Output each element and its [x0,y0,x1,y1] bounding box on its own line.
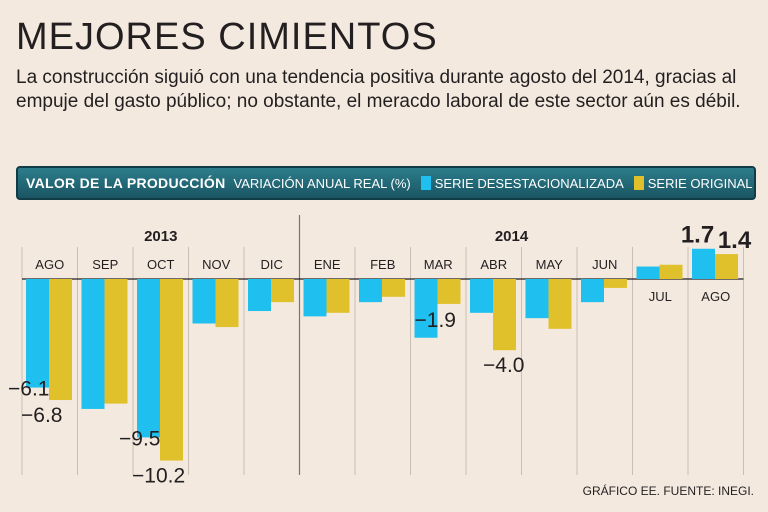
banner-subtitle: VARIACIÓN ANUAL REAL (%) [233,175,411,191]
legend-blue-swatch-icon [420,176,431,190]
bar-mar-desestacionalizada [414,279,438,338]
category-label: NOV [202,257,231,272]
data-label: −6.1 [8,378,49,401]
bar-ene-desestacionalizada [303,279,327,317]
bar-ago-original [715,254,738,279]
bar-dic-desestacionalizada [248,279,271,312]
bar-nov-original [215,279,239,328]
year-label-2013: 2013 [144,228,177,245]
bar-ago-desestacionalizada [26,279,49,388]
bar-oct-original [160,279,183,461]
bar-jul-desestacionalizada [636,266,660,279]
bar-ago-original [49,279,72,401]
chart-banner: VALOR DE LA PRODUCCIÓN VARIACIÓN ANUAL R… [16,166,756,200]
data-label: −1.9 [415,309,456,332]
banner-main-title: VALOR DE LA PRODUCCIÓN [26,175,226,191]
category-label: FEB [370,257,395,272]
bar-jun-original [604,279,627,288]
bar-chart: 2013 2014 AGO SEP OCT NOV DIC ENE FEB MAR ABR MAY JU… [8,215,752,488]
bar-mar-original [437,279,461,304]
bar-oct-desestacionalizada [137,279,160,438]
category-label: MAR [424,257,453,272]
legend-gold-swatch-icon [633,176,644,190]
category-label: AGO [701,289,730,304]
bar-jun-desestacionalizada [581,279,604,303]
year-label-2014: 2014 [495,228,529,245]
bar-ene-original [326,279,350,313]
data-label: −4.0 [483,354,524,377]
legend-label-original: SERIE ORIGINAL [647,175,753,191]
category-label: ABR [480,257,507,272]
data-label: −6.8 [21,404,62,427]
bar-ago-desestacionalizada [692,248,715,279]
bar-may-original [548,279,572,329]
category-label: AGO [35,257,64,272]
chart-subtitle: La construcción siguió con una tendencia… [16,67,741,112]
chart-title: MEJORES CIMIENTOS [16,16,438,58]
bar-sep-original [104,279,128,404]
category-label: OCT [147,257,175,272]
legend-label-desestacionalizada: SERIE DESESTACIONALIZADA [434,175,624,191]
data-label: −10.2 [132,465,185,488]
category-label: JUN [592,257,617,272]
category-label: SEP [92,257,118,272]
category-label: MAY [536,257,564,272]
category-label: JUL [649,289,672,304]
bar-sep-desestacionalizada [81,279,105,409]
bar-abr-desestacionalizada [470,279,493,313]
bar-jul-original [659,264,683,279]
bar-nov-desestacionalizada [192,279,216,324]
bar-feb-original [382,279,405,297]
category-label: ENE [314,257,341,272]
bar-dic-original [271,279,294,303]
data-label: −9.5 [119,427,160,450]
bar-feb-desestacionalizada [359,279,382,303]
bar-may-desestacionalizada [525,279,549,319]
data-label: 1.7 [681,222,714,249]
bar-abr-original [493,279,516,351]
category-label: DIC [261,257,283,272]
data-label: 1.4 [718,227,752,254]
chart-source-footer: GRÁFICO EE. FUENTE: INEGI. [582,484,754,498]
